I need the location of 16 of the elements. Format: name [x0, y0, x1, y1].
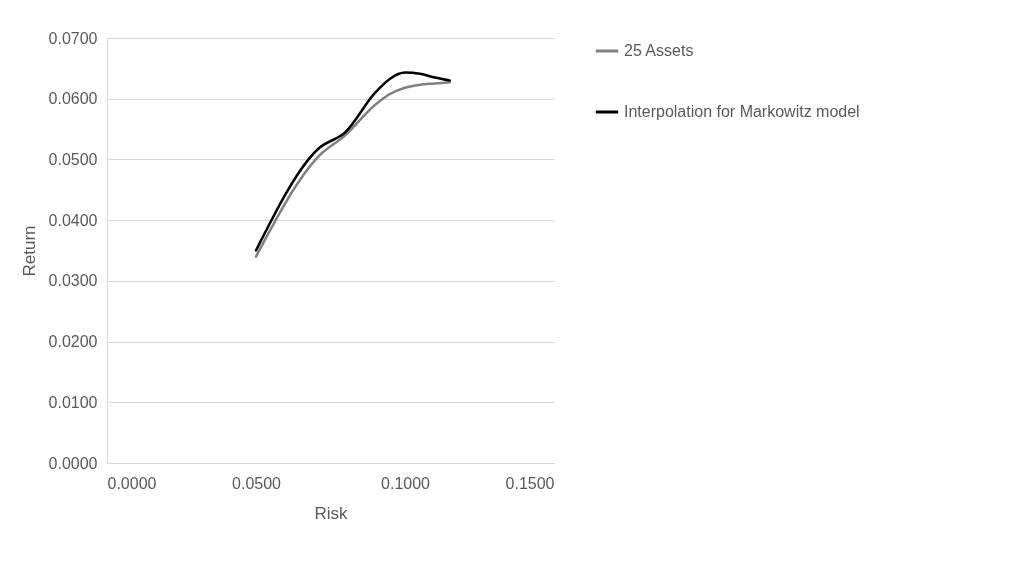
- y-tick-label: 0.0700: [48, 29, 98, 47]
- legend-label: 25 Assets: [624, 42, 694, 59]
- x-tick-label: 0.0500: [232, 474, 282, 492]
- y-tick-label: 0.0500: [48, 150, 98, 168]
- x-tick-label: 0.0000: [107, 474, 157, 492]
- y-tick-label: 0.0400: [48, 211, 98, 229]
- y-tick-label: 0.0600: [48, 90, 98, 108]
- legend-label: Interpolation for Markowitz model: [624, 103, 860, 120]
- y-tick-label: 0.0000: [48, 454, 98, 472]
- y-axis-title: Return: [19, 225, 39, 277]
- x-tick-label: 0.1500: [505, 474, 555, 492]
- y-tick-label: 0.0200: [48, 333, 98, 351]
- y-tick-label: 0.0100: [48, 393, 98, 411]
- x-tick-label: 0.1000: [381, 474, 431, 492]
- x-axis-title: Risk: [314, 503, 349, 523]
- y-tick-label: 0.0300: [48, 272, 98, 290]
